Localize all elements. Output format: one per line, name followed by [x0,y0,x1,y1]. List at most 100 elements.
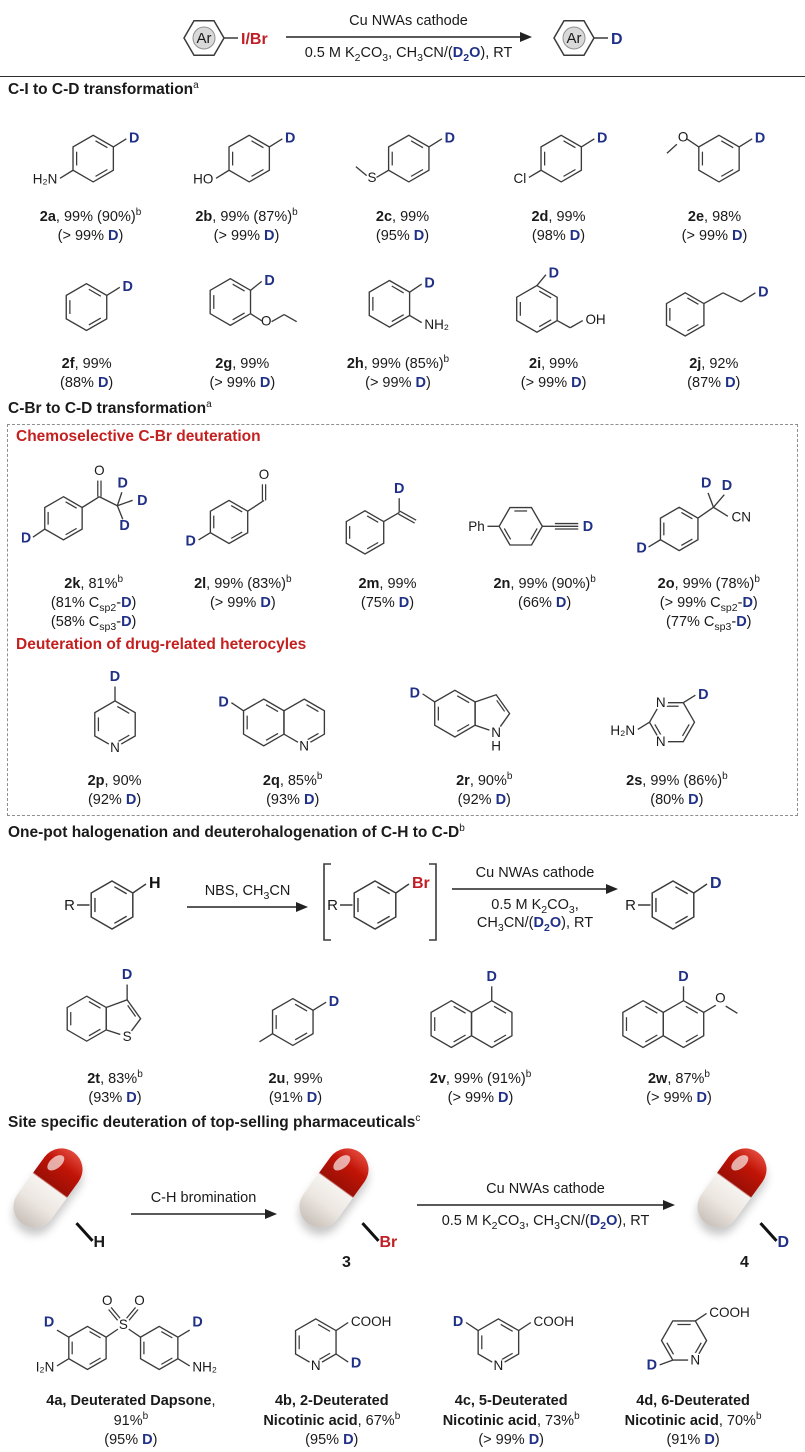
caption-line: (> 99% D) [194,594,291,613]
compound-row-c: DODDD2k, 81%b(81% Csp2-D)(58% Csp3-D)OD2… [10,448,795,634]
caption-line: 2o, 99% (78%)b [658,575,760,594]
bromination-condition: C-H bromination [151,1189,257,1207]
caption-line: (91% D) [625,1431,762,1450]
caption-line: (93% D) [87,1089,143,1108]
svg-text:D: D [409,685,419,701]
svg-text:N: N [690,1353,700,1368]
solvent-condition: CH3CN/(D2O), RT [477,914,593,932]
arene-ch-structure: RH [63,848,181,948]
caption-line: 2s, 99% (86%)b [626,772,728,791]
svg-text:S: S [368,170,377,185]
svg-text:O: O [94,463,104,478]
onepot-arrow2-icon [450,882,620,896]
svg-text:N: N [299,738,309,753]
svg-text:OH: OH [585,312,605,327]
pill-arrow2-icon [415,1198,677,1212]
svg-text:O: O [715,991,725,1006]
caption-line: (> 99% D) [646,1089,712,1108]
caption-line: 2b, 99% (87%)b [195,208,297,227]
compound-caption: 2p, 90%(92% D) [88,772,142,810]
drug-capsule-cd: D 4 [681,1136,805,1274]
caption-line: 2u, 99% [268,1070,322,1089]
svg-text:O: O [261,314,271,329]
pill-scheme: H C-H bromination Br 3 Cu NWAs cathode 0… [0,1134,805,1276]
svg-text:S: S [123,1029,132,1044]
drug-capsule-ch: H [0,1136,125,1274]
cbr-dashed-box: Chemoselective C-Br deuteration D O D D D 2k,… [7,424,798,817]
section-heading-pharma: Site specific deuteration of top-selling… [0,1110,805,1134]
arene-d-product-structure: RD [624,848,742,948]
svg-text:D: D [453,1314,463,1330]
svg-text:Ar: Ar [566,30,581,47]
compound-caption: 2k, 81%b(81% Csp2-D)(58% Csp3-D) [51,575,136,632]
svg-text:D: D [193,1315,203,1331]
onepot-arrow1-block: NBS, CH3CN [185,882,310,914]
bond-line [759,1222,777,1242]
subheading-chemoselective: Chemoselective C-Br deuteration [10,426,795,448]
svg-text:D: D [186,533,196,549]
caption-line: (58% Csp3-D) [51,613,136,632]
compound-caption: 2e, 98%(> 99% D) [682,208,748,246]
compound-caption: 2t, 83%b(93% D) [87,1070,143,1108]
compound-number: 3 [283,1254,411,1272]
compound-caption: 2r, 90%b(92% D) [456,772,512,810]
svg-text:N: N [494,1359,504,1374]
compound-caption: 4a, Deuterated Dapsone,91%b(95% D) [46,1392,215,1449]
svg-text:COOH: COOH [534,1314,575,1329]
svg-text:H: H [491,738,501,753]
svg-text:D: D [329,994,339,1010]
aryl-deuteride-structure: Ar D [538,2,638,72]
caption-line: 2f, 99% [60,355,113,374]
caption-line: 2c, 99% [376,208,429,227]
caption-line: 2m, 99% [358,575,416,594]
svg-text:NH₂: NH₂ [425,317,450,332]
structure-drawing: D [228,954,363,1069]
caption-line: 2g, 99% [209,355,275,374]
svg-text:D: D [548,266,558,282]
structure-drawing: D [642,250,786,354]
reaction-arrow-block: Cu NWAs cathode 0.5 M K2CO3, CH3CN/(D2O)… [284,12,534,62]
svg-text:D: D [119,517,129,533]
structure-drawing: DODDD [22,450,166,574]
svg-text:D: D [698,687,708,703]
caption-line: 2k, 81%b [51,575,136,594]
cathode-condition: Cu NWAs cathode [476,864,595,882]
caption-line: (95% D) [376,227,429,246]
svg-text:D: D [758,285,768,301]
section-heading-ci-to-cd: C-I to C-D transformationa [0,77,805,101]
section-heading-cbr-to-cd: C-Br to C-D transformationa [0,396,805,420]
svg-text:H₂N: H₂N [37,1360,54,1375]
condition-above-arrow: Cu NWAs cathode [349,12,468,30]
svg-text:D: D [265,273,275,289]
caption-line: Nicotinic acid, 67%b [263,1412,400,1431]
caption-line: (91% D) [268,1089,322,1108]
svg-text:D: D [122,967,132,983]
electrolyte-condition: 0.5 M K2CO3, [491,896,578,914]
svg-text:D: D [611,31,623,48]
svg-text:I/Br: I/Br [241,31,268,48]
compound-caption: 2g, 99%(> 99% D) [209,355,275,393]
svg-text:N: N [656,695,666,710]
caption-line: 2r, 90%b [456,772,512,791]
svg-text:D: D [445,130,455,146]
atom-label: Br [380,1234,398,1252]
atom-label: H [94,1234,106,1252]
svg-text:D: D [755,130,765,146]
